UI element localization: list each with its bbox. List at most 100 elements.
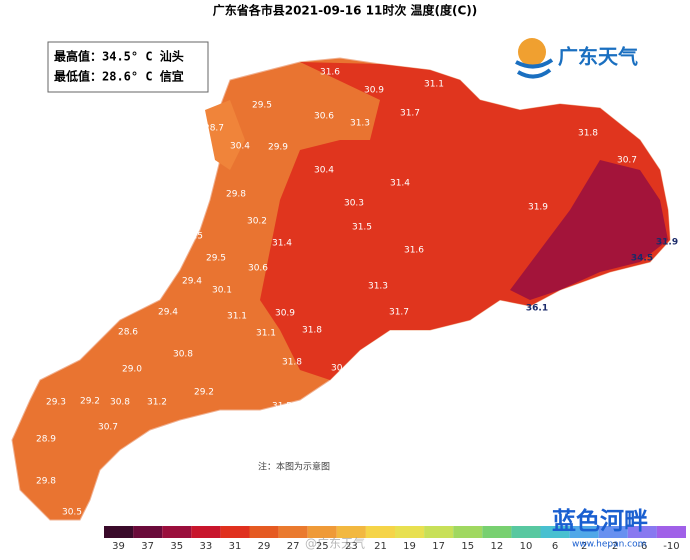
station-temp: 30.4 — [230, 142, 250, 152]
station-temp: 29.9 — [268, 143, 288, 153]
legend-swatch — [307, 526, 337, 538]
legend-tick: 21 — [374, 541, 387, 552]
legend-swatch — [511, 526, 541, 538]
legend-swatch — [104, 526, 134, 538]
station-temp: 29.0 — [122, 365, 142, 375]
station-temp: 31.7 — [400, 109, 420, 119]
station-temp: 29.4 — [158, 308, 178, 318]
legend-swatch — [336, 526, 366, 538]
station-temp: 31.3 — [368, 282, 388, 292]
watermark-url: www.hepan.com — [572, 540, 646, 550]
station-temp: 30.3 — [344, 199, 364, 209]
station-temp: 31.6 — [404, 246, 424, 256]
station-temp: 31.1 — [256, 329, 276, 339]
station-temp: 30.5 — [62, 508, 82, 518]
station-temp: 31.1 — [227, 312, 247, 322]
logo-text: 广东天气 — [558, 45, 638, 69]
station-temp: 31.9 — [528, 203, 548, 213]
station-temp: 29.8 — [226, 190, 246, 200]
legend-swatch — [220, 526, 250, 538]
station-temp: 29.5 — [183, 232, 203, 242]
legend-swatch — [569, 526, 599, 538]
legend-tick: 23 — [345, 541, 358, 552]
legend-swatch — [395, 526, 425, 538]
legend-tick: 39 — [112, 541, 125, 552]
station-temp: 31.9 — [656, 238, 678, 248]
logo-icon — [518, 38, 546, 66]
cool-zone — [205, 100, 245, 170]
station-temp: 29.2 — [194, 388, 214, 398]
station-temp: 30.6 — [314, 112, 334, 122]
note: 注：本图为示意图 — [258, 461, 330, 473]
legend: 39 37 35 33 31 29 27 25 23 21 19 17 15 12 10 6 2 -2 -6 -10 — [104, 526, 686, 552]
legend-tick: 27 — [287, 541, 300, 552]
station-temp: 28.7 — [204, 124, 224, 134]
station-temp: 30.8 — [173, 350, 193, 360]
legend-swatch — [191, 526, 221, 538]
station-temp: 31.7 — [389, 308, 409, 318]
legend-tick: 29 — [258, 541, 271, 552]
legend-tick: 25 — [316, 541, 329, 552]
station-temp: 30.4 — [314, 166, 334, 176]
station-temp: 31.8 — [578, 129, 598, 139]
station-temp: 31.6 — [320, 68, 340, 78]
logo-wave — [515, 58, 554, 79]
legend-swatch — [656, 526, 686, 538]
station-temp: 28.9 — [36, 435, 56, 445]
station-temp: 29.2 — [80, 397, 100, 407]
legend-swatch — [133, 526, 163, 538]
station-temp: 30.1 — [212, 286, 232, 296]
station-temp: 34.5 — [631, 254, 653, 264]
legend-swatch — [249, 526, 279, 538]
station-temp: 30.8 — [110, 398, 130, 408]
legend-tick: 10 — [520, 541, 533, 552]
title: 广东省各市县2021-09-16 11时次 温度(度(C)) — [213, 3, 478, 18]
legend-tick: 2 — [581, 541, 587, 552]
hot-zone — [510, 160, 668, 300]
legend-tick: 19 — [403, 541, 416, 552]
station-temp: 31.4 — [272, 239, 292, 249]
station-temp: 31.3 — [350, 119, 370, 129]
min-value: 最低值：28.6° C 信宜 — [54, 69, 184, 84]
station-temp: 28.6 — [118, 328, 138, 338]
watermark-weibo: @广东天气 — [305, 536, 365, 551]
station-temp: 30.7 — [98, 423, 118, 433]
station-temp: 29.4 — [182, 277, 202, 287]
legend-swatch — [598, 526, 628, 538]
max-value: 最高值：34.5° C 汕头 — [54, 49, 184, 64]
station-temp: 36.1 — [526, 304, 548, 314]
legend-swatch — [365, 526, 395, 538]
station-temp: 30.9 — [331, 364, 351, 374]
station-temp: 29.5 — [206, 254, 226, 264]
legend-tick: 6 — [552, 541, 558, 552]
station-temp: 31.5 — [352, 223, 372, 233]
legend-swatch — [162, 526, 192, 538]
legend-tick: -10 — [663, 541, 679, 552]
legend-tick: 37 — [141, 541, 154, 552]
legend-swatch — [453, 526, 483, 538]
legend-swatch — [482, 526, 512, 538]
legend-swatch — [424, 526, 454, 538]
legend-tick: 35 — [170, 541, 183, 552]
station-temp: 31.5 — [272, 402, 292, 412]
warm-zone — [260, 62, 670, 380]
station-temp: 29.8 — [36, 477, 56, 487]
station-temp: 30.7 — [617, 156, 637, 166]
station-temp: 31.2 — [147, 398, 167, 408]
station-temp: 29.3 — [46, 398, 66, 408]
station-temp: 29.5 — [252, 101, 272, 111]
legend-swatch — [278, 526, 308, 538]
legend-tick: 15 — [461, 541, 474, 552]
station-temp: 31.8 — [302, 326, 322, 336]
legend-tick: 17 — [432, 541, 445, 552]
station-temp: 31.8 — [282, 358, 302, 368]
station-temp: 30.6 — [248, 264, 268, 274]
legend-swatch — [540, 526, 570, 538]
station-temp: 31.1 — [424, 80, 444, 90]
legend-tick: 12 — [490, 541, 503, 552]
legend-tick: 31 — [229, 541, 242, 552]
legend-swatch — [627, 526, 657, 538]
extremes-box — [47, 41, 209, 93]
watermark-site: 蓝色河畔 — [552, 507, 648, 535]
